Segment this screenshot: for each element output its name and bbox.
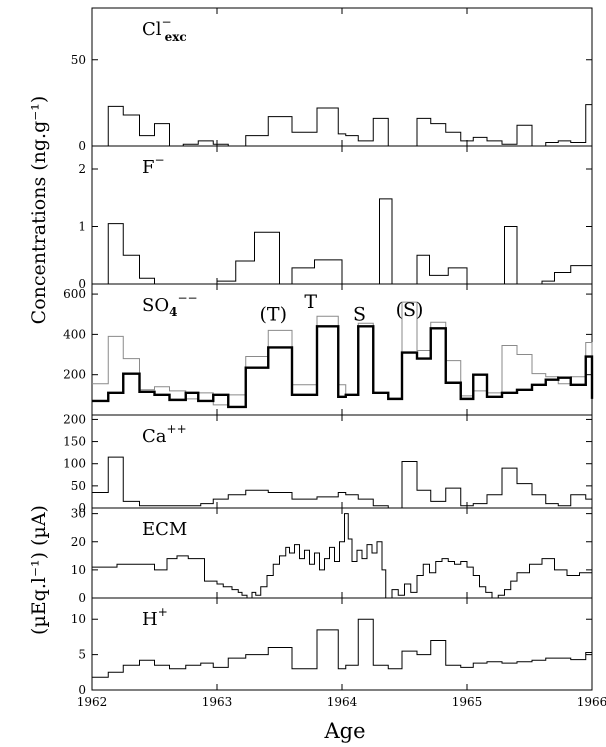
panel-label: Ca++ [142,422,187,447]
y-tick-label: 100 [63,457,86,471]
y-tick-label: 30 [71,507,86,521]
y-tick-label: 200 [63,412,86,426]
panel-label-base: F [142,157,155,178]
x-tick-label: 1963 [202,695,233,709]
panel-1: 0 1 2 F− [78,145,593,291]
panel-label: Cl− exc [142,15,187,44]
y-tick-label: 150 [63,435,86,449]
series-line-thin [92,513,593,599]
panel-label-base: Cl [142,19,162,40]
panel-label-sup: ++ [167,422,187,436]
y-tick-label: 2 [78,162,86,176]
panel-label-base: Ca [142,426,167,447]
annotation: T [304,291,317,313]
panel-label-sup: −− [177,291,197,305]
panel-label: H+ [142,605,168,630]
y-tick-label: 400 [63,327,86,341]
panel-4: 0 10 20 30 ECM [71,507,593,605]
x-tick-label: 1965 [452,695,483,709]
y-tick-label: 0 [78,501,86,515]
panel-label: SO4−− [142,291,198,319]
x-tick-label: 1964 [327,695,358,709]
panel-label-base: SO [142,295,169,316]
x-tick-label: 1962 [77,695,108,709]
series-line-thin [92,618,593,678]
panel-label: F− [142,153,165,178]
y-tick-label: 0 [78,591,86,605]
annotation: (T) [260,303,288,325]
series-line-thin [92,104,593,147]
annotation: S [353,303,366,325]
y-tick-label: 50 [71,53,86,67]
series-line-grey [92,301,593,406]
panel-label-sub: 4 [169,305,177,319]
y-tick-label: 200 [63,368,86,382]
y-tick-label: 0 [78,139,86,153]
y-tick-label: 10 [71,612,86,626]
panel-label-sup: + [158,605,168,619]
panel-label-base: H [142,609,158,630]
annotation: (S) [396,299,424,321]
x-axis: 1962 1963 1964 1965 1966 [77,695,606,709]
y-tick-label: 5 [78,648,86,662]
series-line-thick [92,325,594,409]
y-axis-label-left: (µEq.l⁻¹) (µA) [28,505,50,635]
panel-label-sup: − [162,15,172,29]
y-tick-label: 50 [71,479,86,493]
y-tick-label: 20 [71,535,86,549]
panel-label-base: ECM [142,519,187,540]
panel-label-sup: − [155,153,165,167]
x-tick-label: 1966 [577,695,606,709]
panel-5: 0 5 10 H+ [71,597,593,697]
y-tick-label: 600 [63,287,86,301]
panel-0: 0 50 Cl− exc [71,7,593,153]
y-axis-label-right: Concentrations (ng.g⁻¹) [28,96,50,325]
y-tick-label: 0 [78,277,86,291]
panel-label-sub: exc [165,30,187,44]
series-line-thin [92,456,592,509]
panel-3: 0 50 100 150 200 Ca++ [63,412,593,515]
panel-label: ECM [142,519,187,540]
y-tick-label: 0 [78,683,86,697]
x-axis-label: Age [323,719,365,743]
y-tick-label: 1 [78,220,86,234]
y-tick-label: 10 [71,563,86,577]
series-line-thin [92,198,593,285]
panel-2: 200 400 600 SO4−− (T) T S (S) [63,283,594,416]
